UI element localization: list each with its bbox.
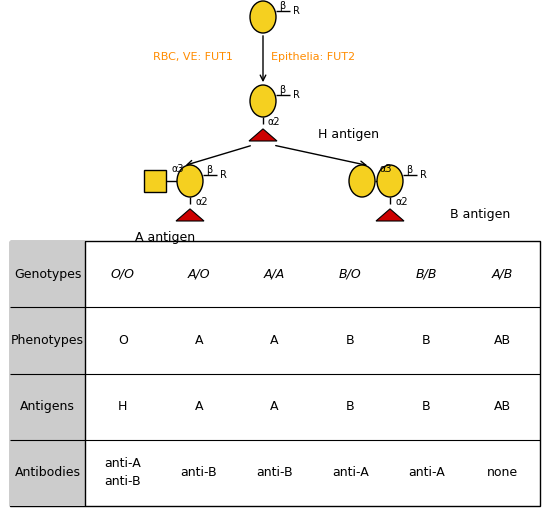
Text: A/B: A/B	[491, 268, 513, 281]
Text: α3: α3	[379, 164, 392, 174]
Ellipse shape	[349, 165, 375, 197]
Text: β: β	[279, 1, 285, 11]
Text: RBC, VE: FUT1: RBC, VE: FUT1	[153, 52, 233, 62]
Text: Phenotypes: Phenotypes	[11, 334, 84, 347]
Text: β: β	[206, 165, 212, 175]
Text: R: R	[293, 90, 300, 100]
Text: A: A	[271, 400, 279, 413]
Text: Antigens: Antigens	[20, 400, 75, 413]
Text: B: B	[422, 334, 431, 347]
Text: A/A: A/A	[264, 268, 285, 281]
Text: R: R	[420, 170, 427, 180]
Ellipse shape	[377, 165, 403, 197]
Text: H antigen: H antigen	[318, 128, 379, 141]
Text: O: O	[118, 334, 128, 347]
Polygon shape	[176, 209, 204, 221]
Text: R: R	[220, 170, 227, 180]
Text: B/O: B/O	[339, 268, 362, 281]
Text: A: A	[271, 334, 279, 347]
Ellipse shape	[250, 85, 276, 117]
Text: α3: α3	[171, 164, 184, 174]
Polygon shape	[376, 209, 404, 221]
Text: anti-A: anti-A	[104, 457, 141, 470]
Text: A: A	[195, 334, 203, 347]
FancyBboxPatch shape	[144, 170, 166, 192]
Text: B: B	[422, 400, 431, 413]
Text: B/B: B/B	[415, 268, 437, 281]
Text: B: B	[346, 334, 355, 347]
Text: O/O: O/O	[111, 268, 135, 281]
Text: AB: AB	[493, 400, 510, 413]
Text: Genotypes: Genotypes	[14, 268, 81, 281]
Text: B: B	[346, 400, 355, 413]
Text: R: R	[293, 6, 300, 16]
Text: B antigen: B antigen	[450, 207, 510, 221]
Text: α2: α2	[195, 197, 208, 207]
Text: β: β	[279, 85, 285, 95]
Text: anti-A: anti-A	[408, 467, 444, 479]
Polygon shape	[249, 129, 277, 141]
Text: anti-B: anti-B	[256, 467, 293, 479]
Text: A/O: A/O	[188, 268, 210, 281]
Text: A: A	[195, 400, 203, 413]
Text: anti-A: anti-A	[332, 467, 369, 479]
Text: AB: AB	[493, 334, 510, 347]
Text: β: β	[406, 165, 412, 175]
Text: Epithelia: FUT2: Epithelia: FUT2	[271, 52, 355, 62]
Ellipse shape	[177, 165, 203, 197]
Text: none: none	[487, 467, 518, 479]
Text: A antigen: A antigen	[135, 230, 195, 244]
Text: α2: α2	[268, 117, 280, 127]
Bar	[10, 241, 540, 506]
Text: anti-B: anti-B	[180, 467, 217, 479]
Bar	[10, 241, 85, 506]
Ellipse shape	[250, 1, 276, 33]
Text: anti-B: anti-B	[104, 475, 141, 489]
Text: α2: α2	[395, 197, 408, 207]
Text: Antibodies: Antibodies	[14, 467, 80, 479]
Text: H: H	[118, 400, 128, 413]
